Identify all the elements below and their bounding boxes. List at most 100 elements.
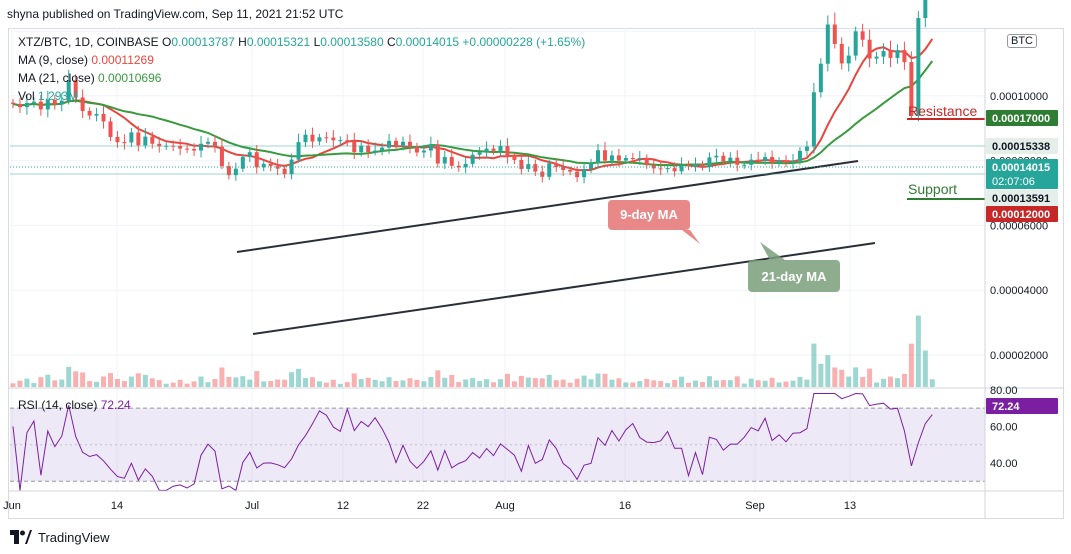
candle-body: [401, 141, 405, 146]
candle-body: [609, 155, 614, 161]
time-tick-label: Aug: [495, 500, 515, 512]
candle-body: [219, 146, 224, 167]
candle-body: [644, 158, 649, 166]
candle-body: [463, 163, 468, 168]
volume-bar: [741, 383, 747, 387]
candle-body: [428, 144, 433, 151]
time-tick-label: 13: [844, 500, 856, 512]
volume-bar: [66, 366, 72, 387]
volume-bar: [149, 378, 155, 387]
candle-body: [442, 157, 447, 164]
candle-body: [707, 157, 712, 168]
volume-bar: [114, 378, 120, 387]
candle-body: [804, 146, 809, 151]
candle-body: [136, 132, 141, 146]
volume-bar: [553, 380, 559, 387]
legend-ma9-value: 0.00011269: [91, 53, 154, 67]
volume-bar: [713, 380, 719, 387]
rsi-tag-box: [986, 398, 1058, 414]
volume-bar: [888, 376, 893, 387]
volume-bar: [442, 377, 448, 387]
legend-vol-label: Vol: [18, 89, 35, 103]
volume-bar: [337, 383, 343, 387]
volume-bar: [456, 382, 462, 387]
footer-brand[interactable]: TradingView: [10, 527, 110, 547]
volume-bar: [435, 370, 441, 387]
ma9-callout-box: [608, 200, 690, 230]
volume-bar: [901, 373, 907, 387]
candle-body: [45, 100, 50, 110]
candle-body: [888, 51, 893, 58]
high-tag-box: [986, 138, 1058, 154]
volume-bar: [783, 381, 789, 387]
ma21-callout-label: 21-day MA: [761, 269, 827, 284]
ma9-callout-pointer: [682, 230, 700, 244]
candle-body: [73, 80, 78, 98]
volume-bar: [581, 375, 587, 387]
channel-upper: [236, 160, 859, 253]
legend-ma9-label: MA (9, close): [18, 53, 89, 67]
candle-body: [658, 168, 663, 170]
volume-bar: [699, 381, 705, 387]
candle-body: [630, 158, 635, 160]
volume-bar: [470, 377, 476, 387]
volume-bar: [275, 379, 281, 387]
volume-bar: [922, 350, 928, 387]
candle-body: [728, 157, 733, 162]
candle-body: [874, 56, 879, 59]
candle-body: [616, 155, 621, 161]
legend-rsi-label: RSI (14, close): [18, 398, 98, 412]
candle-body: [505, 146, 510, 157]
volume-bar: [846, 376, 852, 387]
volume-bar: [316, 381, 322, 387]
rsi-line: [12, 392, 933, 492]
candle-body: [470, 154, 475, 164]
legend-ma21-value: 0.00010696: [98, 71, 162, 85]
candle-body: [247, 152, 252, 158]
volume-bar: [644, 378, 650, 387]
candle-body: [338, 140, 343, 142]
last-price-tag-text: 02:07:06: [992, 176, 1035, 188]
candle-body: [233, 168, 238, 176]
volume-bar: [379, 381, 385, 387]
time-tick-label: Sep: [745, 500, 765, 512]
currency-badge[interactable]: BTC: [1007, 34, 1037, 48]
tradingview-logo-icon: [10, 530, 32, 544]
volume-bar: [616, 378, 622, 387]
publisher-line: shyna published on TradingView.com, Sep …: [7, 7, 344, 21]
time-tick-label: 12: [337, 500, 349, 512]
legend-ma21: MA (21, close) 0.00010696: [18, 71, 161, 85]
legend-vol-value: 1.293M: [38, 89, 79, 103]
volume-bar: [247, 379, 253, 387]
candle-body: [407, 141, 412, 147]
candle-body: [59, 100, 64, 105]
resistance-label: Resistance: [908, 103, 977, 119]
volume-bar: [762, 380, 768, 387]
volume-bar: [108, 373, 113, 387]
volume-bar: [929, 379, 935, 387]
volume-bar: [832, 367, 838, 387]
volume-bar: [205, 382, 211, 387]
volume-bar: [449, 374, 455, 387]
candle-body: [289, 159, 294, 175]
volume-bar: [518, 375, 524, 387]
volume-bar: [790, 380, 796, 387]
candle-body: [394, 140, 399, 146]
candle-body: [742, 164, 747, 166]
last-price-tag-box: [986, 159, 1058, 189]
resistance-tag-text: 0.00017000: [992, 113, 1050, 125]
volume-bar: [407, 378, 413, 387]
legend-c-label: C: [387, 35, 396, 49]
candle-body: [115, 136, 120, 143]
volume-bar: [184, 383, 190, 387]
candle-body: [80, 97, 85, 112]
candle-body: [164, 145, 169, 147]
candle-body: [777, 160, 782, 163]
volume-bar: [372, 379, 378, 387]
volume-bar: [532, 378, 538, 387]
price-tick-label: 0.00004000: [990, 285, 1048, 297]
candle-body: [17, 103, 22, 108]
volume-bar: [268, 380, 274, 387]
candle-body: [825, 24, 830, 64]
